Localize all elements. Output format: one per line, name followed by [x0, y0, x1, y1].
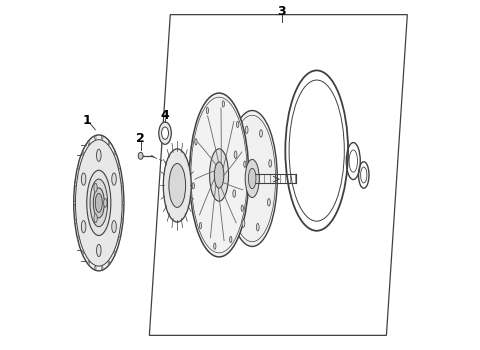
Ellipse shape: [94, 214, 97, 223]
Ellipse shape: [245, 160, 259, 197]
Ellipse shape: [81, 173, 86, 185]
Ellipse shape: [162, 127, 168, 139]
Ellipse shape: [227, 111, 277, 246]
Ellipse shape: [112, 220, 116, 233]
Text: 1: 1: [83, 114, 92, 127]
Ellipse shape: [102, 266, 103, 270]
Ellipse shape: [245, 126, 248, 133]
Ellipse shape: [234, 151, 237, 159]
Ellipse shape: [122, 201, 124, 205]
Ellipse shape: [267, 198, 270, 206]
Ellipse shape: [93, 188, 104, 218]
Ellipse shape: [119, 237, 120, 240]
Ellipse shape: [82, 251, 84, 255]
Ellipse shape: [74, 201, 75, 205]
Ellipse shape: [233, 190, 236, 197]
Ellipse shape: [163, 149, 191, 222]
Text: 4: 4: [161, 109, 169, 122]
Ellipse shape: [75, 140, 122, 266]
Ellipse shape: [121, 219, 123, 223]
Ellipse shape: [138, 152, 143, 159]
Ellipse shape: [256, 223, 259, 231]
Ellipse shape: [96, 149, 101, 161]
Ellipse shape: [104, 198, 107, 207]
Text: 2: 2: [136, 132, 145, 145]
Ellipse shape: [242, 220, 245, 227]
Ellipse shape: [108, 261, 109, 265]
Ellipse shape: [206, 107, 208, 114]
Ellipse shape: [269, 160, 272, 167]
Ellipse shape: [90, 179, 108, 227]
Ellipse shape: [214, 243, 216, 249]
Ellipse shape: [78, 165, 79, 169]
Ellipse shape: [237, 121, 239, 127]
Ellipse shape: [81, 220, 86, 233]
Ellipse shape: [94, 183, 97, 192]
Text: 3: 3: [277, 5, 286, 18]
Ellipse shape: [241, 205, 243, 211]
Ellipse shape: [215, 162, 224, 188]
Ellipse shape: [229, 236, 232, 243]
Ellipse shape: [95, 136, 96, 140]
Ellipse shape: [249, 168, 256, 189]
Ellipse shape: [210, 149, 228, 201]
Ellipse shape: [190, 93, 249, 257]
Ellipse shape: [169, 163, 186, 208]
Ellipse shape: [96, 244, 101, 257]
Ellipse shape: [199, 223, 202, 229]
Ellipse shape: [159, 122, 171, 144]
Ellipse shape: [75, 182, 76, 186]
Ellipse shape: [88, 141, 89, 145]
Ellipse shape: [74, 135, 124, 271]
Ellipse shape: [244, 161, 246, 167]
Ellipse shape: [195, 139, 197, 145]
Ellipse shape: [78, 237, 79, 240]
Ellipse shape: [119, 165, 120, 169]
Ellipse shape: [114, 151, 116, 155]
Ellipse shape: [114, 251, 116, 255]
Ellipse shape: [260, 130, 263, 137]
Ellipse shape: [112, 173, 116, 185]
Ellipse shape: [192, 183, 194, 189]
Ellipse shape: [108, 141, 109, 145]
Ellipse shape: [87, 170, 111, 236]
Ellipse shape: [82, 151, 84, 155]
Ellipse shape: [88, 261, 89, 265]
Ellipse shape: [121, 182, 123, 186]
Ellipse shape: [222, 101, 225, 107]
Ellipse shape: [96, 193, 102, 212]
Ellipse shape: [75, 219, 76, 223]
Ellipse shape: [95, 266, 96, 270]
Ellipse shape: [102, 136, 103, 140]
